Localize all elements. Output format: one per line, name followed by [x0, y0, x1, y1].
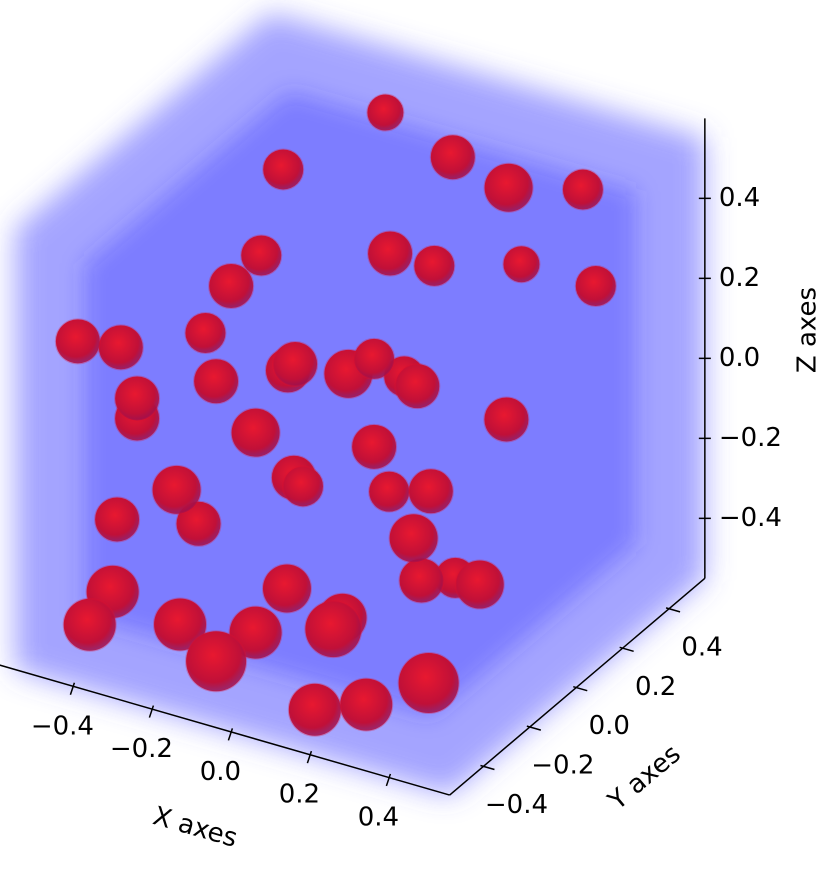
point	[398, 557, 445, 604]
point	[175, 500, 222, 547]
point	[262, 148, 305, 191]
y-tick	[526, 725, 542, 731]
x-tick	[385, 773, 392, 787]
point	[193, 358, 240, 405]
y-axis-label: Y axes	[602, 739, 687, 817]
point	[561, 168, 604, 211]
x-axis-label: X axes	[150, 801, 241, 854]
point	[353, 337, 396, 380]
point	[62, 597, 117, 652]
point	[94, 496, 141, 543]
point	[272, 341, 319, 388]
y-tick-label: 0.4	[681, 632, 722, 662]
point	[339, 677, 394, 732]
y-tick	[619, 646, 634, 653]
point	[184, 312, 227, 354]
point	[185, 630, 248, 693]
y-tick-label: 0.0	[589, 711, 630, 741]
point	[153, 597, 208, 652]
x-tick-label: 0.0	[200, 757, 241, 787]
point	[366, 93, 405, 132]
point	[367, 230, 414, 277]
point	[97, 324, 144, 371]
point	[282, 465, 324, 508]
z-tick-label: 0.4	[719, 183, 760, 213]
point	[454, 559, 505, 610]
y-tick-label: −0.4	[485, 790, 548, 820]
point	[429, 134, 476, 181]
point	[413, 244, 456, 287]
x-tick	[227, 728, 234, 741]
x-tick	[69, 682, 76, 695]
y-tick	[480, 764, 495, 771]
point	[483, 396, 530, 443]
z-tick-label: −0.4	[719, 503, 782, 533]
x-tick	[148, 705, 155, 718]
point	[230, 407, 281, 458]
point	[304, 600, 363, 659]
point	[114, 375, 161, 422]
point	[240, 234, 283, 277]
point	[574, 265, 617, 308]
point	[394, 363, 441, 410]
z-tick-label: 0.0	[719, 343, 760, 373]
y-tick-label: 0.2	[635, 672, 676, 702]
point	[407, 468, 454, 515]
point	[151, 464, 202, 515]
z-tick-label: −0.2	[719, 423, 782, 453]
point	[208, 263, 255, 309]
x-axis	[0, 664, 450, 796]
point	[483, 162, 534, 213]
point	[287, 682, 342, 737]
x-tick-label: −0.4	[31, 711, 94, 741]
y-axis	[449, 577, 706, 796]
z-axis-label: Z axes	[793, 287, 823, 373]
point	[397, 652, 460, 714]
point	[388, 513, 439, 564]
point	[502, 245, 541, 284]
x-tick-label: 0.4	[358, 802, 399, 832]
point	[228, 605, 283, 660]
point	[351, 423, 398, 470]
point	[54, 318, 101, 365]
point	[368, 470, 411, 513]
y-tick-label: −0.2	[531, 751, 594, 781]
volume-core	[84, 91, 636, 717]
x-tick	[306, 750, 313, 764]
z-tick-label: 0.2	[719, 263, 760, 293]
y-tick	[665, 607, 681, 613]
x-tick-label: −0.2	[110, 734, 173, 764]
y-tick	[573, 685, 588, 692]
x-tick-label: 0.2	[279, 780, 320, 810]
point	[261, 563, 312, 614]
